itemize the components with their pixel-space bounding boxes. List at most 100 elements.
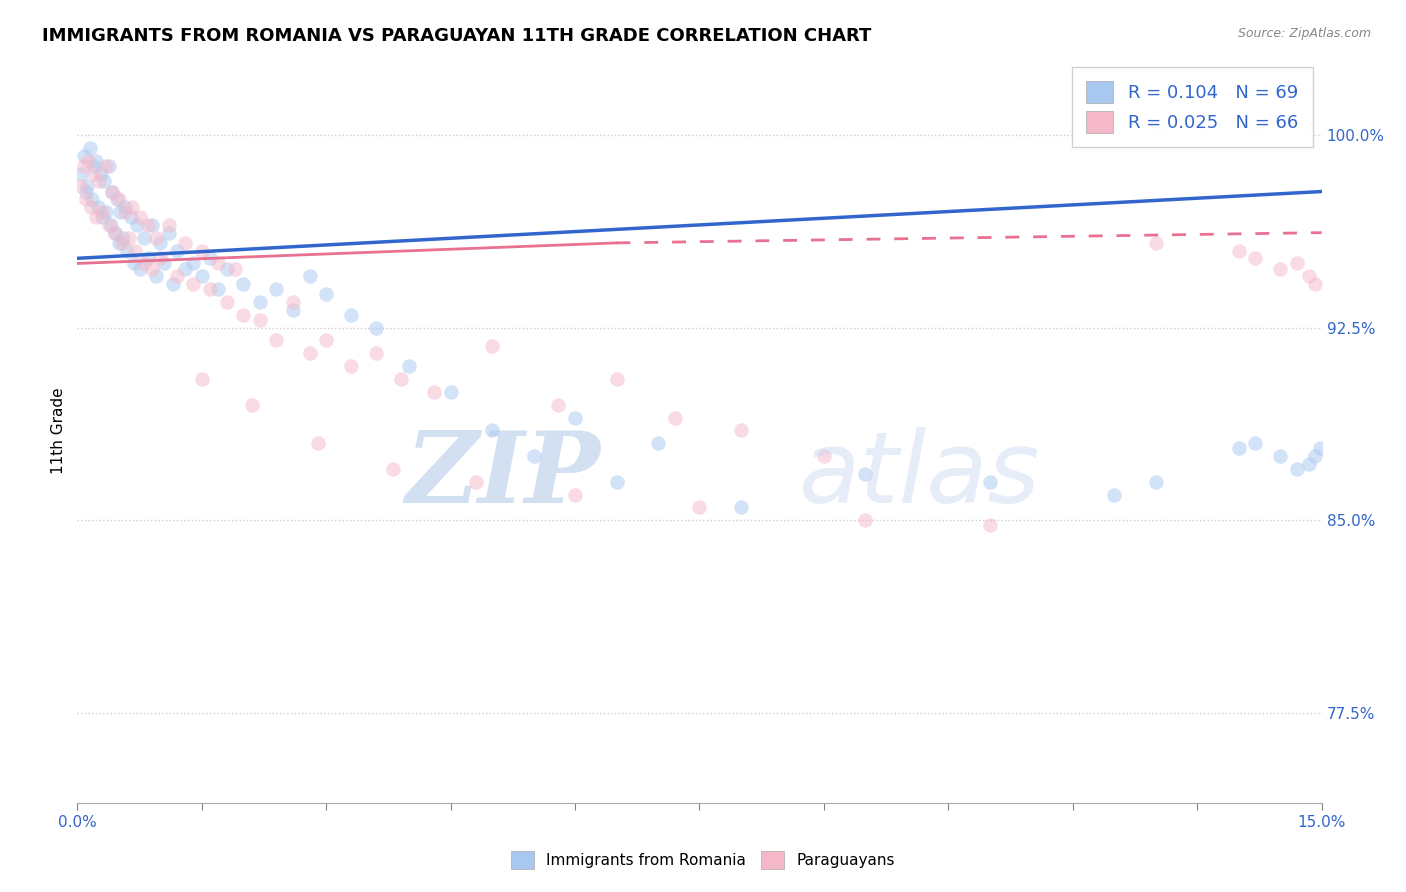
Point <box>215 295 238 310</box>
Point <box>141 261 163 276</box>
Point <box>183 277 205 291</box>
Point <box>166 244 188 258</box>
Point <box>979 475 1001 489</box>
Point <box>73 148 96 162</box>
Point <box>110 205 132 219</box>
Point <box>70 179 93 194</box>
Point <box>75 192 97 206</box>
Point <box>76 179 98 194</box>
Point <box>75 185 97 199</box>
Point <box>83 159 105 173</box>
Point <box>77 153 100 168</box>
Point <box>364 320 387 334</box>
Point <box>232 308 254 322</box>
Point <box>94 159 117 173</box>
Point <box>91 211 114 225</box>
Point <box>979 518 1001 533</box>
Point <box>87 200 110 214</box>
Point <box>1227 442 1250 456</box>
Point <box>1144 475 1167 489</box>
Point <box>90 167 112 181</box>
Point <box>1303 277 1326 291</box>
Point <box>855 467 877 481</box>
Point <box>191 244 214 258</box>
Point <box>122 256 145 270</box>
Point <box>340 308 363 322</box>
Point <box>100 218 122 232</box>
Point <box>364 346 387 360</box>
Point <box>198 252 221 266</box>
Point <box>266 334 288 348</box>
Point <box>120 211 142 225</box>
Point <box>855 513 877 527</box>
Point <box>114 200 136 214</box>
Point <box>464 475 486 489</box>
Point <box>104 226 127 240</box>
Point <box>153 256 176 270</box>
Point <box>1270 449 1292 463</box>
Point <box>647 436 669 450</box>
Point <box>104 226 127 240</box>
Point <box>1244 252 1267 266</box>
Point <box>174 235 197 250</box>
Point <box>564 410 586 425</box>
Text: atlas: atlas <box>799 426 1040 524</box>
Point <box>207 256 229 270</box>
Point <box>124 244 146 258</box>
Point <box>730 500 752 515</box>
Point <box>70 167 93 181</box>
Point <box>105 192 128 206</box>
Point <box>298 269 321 284</box>
Point <box>1244 436 1267 450</box>
Point <box>141 218 163 232</box>
Point <box>108 235 129 250</box>
Point <box>1298 457 1320 471</box>
Point <box>340 359 363 374</box>
Point <box>191 372 214 386</box>
Point <box>79 200 101 214</box>
Text: IMMIGRANTS FROM ROMANIA VS PARAGUAYAN 11TH GRADE CORRELATION CHART: IMMIGRANTS FROM ROMANIA VS PARAGUAYAN 11… <box>42 27 872 45</box>
Point <box>1309 442 1331 456</box>
Point <box>86 211 108 225</box>
Point <box>689 500 711 515</box>
Point <box>157 226 180 240</box>
Point <box>1270 261 1292 276</box>
Point <box>183 256 205 270</box>
Point <box>389 372 412 386</box>
Point <box>91 205 114 219</box>
Point <box>439 384 461 399</box>
Point <box>125 218 148 232</box>
Point <box>307 436 329 450</box>
Point <box>1285 256 1308 270</box>
Point <box>108 192 129 206</box>
Point <box>132 256 155 270</box>
Point <box>315 287 337 301</box>
Point <box>162 277 184 291</box>
Point <box>813 449 835 463</box>
Point <box>96 205 118 219</box>
Point <box>215 261 238 276</box>
Point <box>298 346 321 360</box>
Point <box>84 153 107 168</box>
Point <box>136 218 159 232</box>
Point <box>1144 235 1167 250</box>
Point <box>101 185 124 199</box>
Point <box>118 231 141 245</box>
Point <box>157 218 180 232</box>
Point <box>281 295 304 310</box>
Point <box>564 487 586 501</box>
Point <box>523 449 546 463</box>
Y-axis label: 11th Grade: 11th Grade <box>51 387 66 474</box>
Point <box>224 261 246 276</box>
Point <box>83 167 105 181</box>
Point <box>87 174 110 188</box>
Point <box>249 313 271 327</box>
Point <box>381 462 404 476</box>
Point <box>114 205 136 219</box>
Point <box>121 200 143 214</box>
Point <box>547 398 569 412</box>
Point <box>606 475 628 489</box>
Text: Source: ZipAtlas.com: Source: ZipAtlas.com <box>1237 27 1371 40</box>
Point <box>174 261 197 276</box>
Point <box>606 372 628 386</box>
